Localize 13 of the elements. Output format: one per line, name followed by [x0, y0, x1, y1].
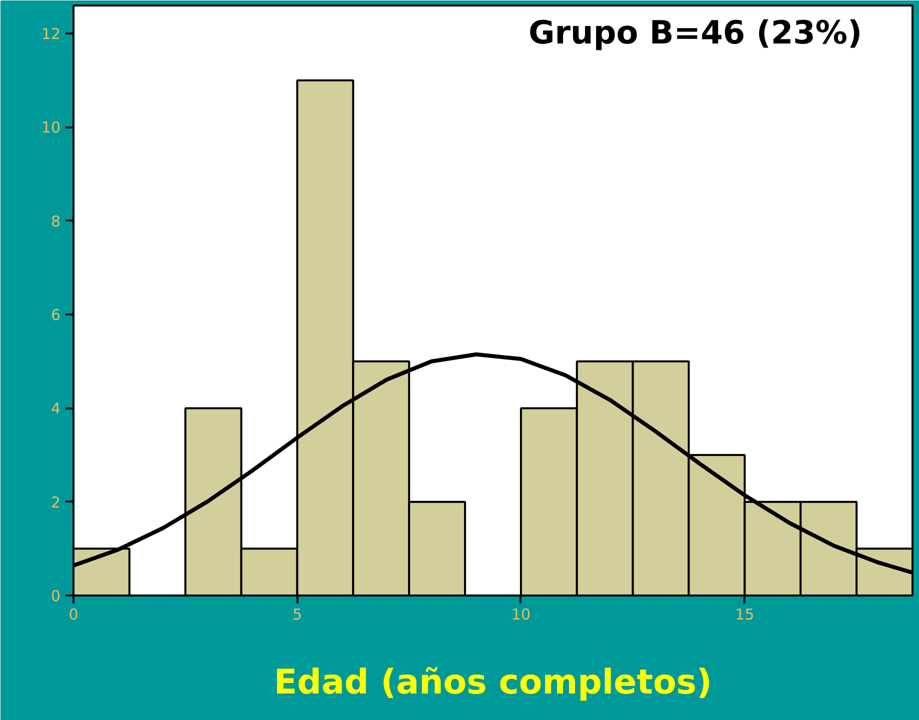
y-tick-label: 6: [50, 306, 61, 324]
x-tick-label: 15: [735, 606, 754, 624]
y-tick-label: 4: [50, 400, 61, 418]
y-tick-label: 2: [50, 493, 61, 512]
x-tick-label: 5: [292, 606, 302, 624]
y-tick-label: 12: [41, 25, 61, 44]
y-tick-label: 10: [41, 118, 61, 137]
annotation: Grupo B=46 (23%): [528, 14, 862, 52]
y-tick-label: 8: [50, 212, 61, 230]
y-tick-label: 0: [50, 587, 61, 605]
x-tick-label: 10: [511, 606, 531, 624]
x-axis-title: Edad (años completos): [274, 662, 712, 702]
x-tick-label: 0: [68, 606, 78, 624]
